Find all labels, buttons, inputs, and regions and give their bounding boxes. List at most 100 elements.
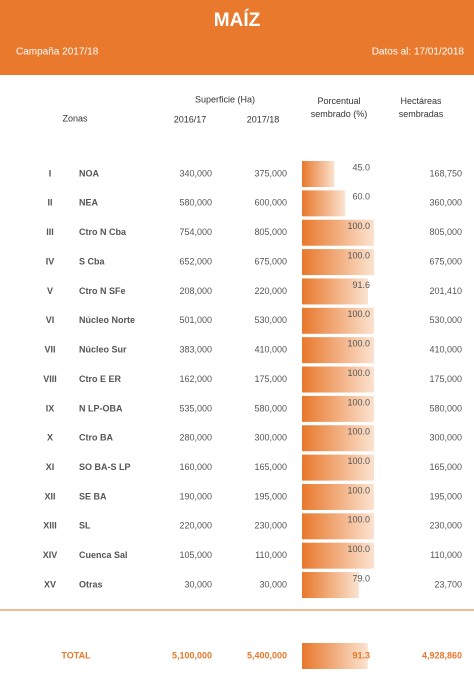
percent-label: 100.0 bbox=[347, 309, 370, 319]
cell: 195,000 bbox=[254, 491, 287, 501]
cell: 805,000 bbox=[429, 227, 462, 237]
cell: 230,000 bbox=[429, 521, 462, 531]
percent-bar bbox=[302, 161, 335, 187]
cell: 220,000 bbox=[179, 521, 212, 531]
cell: 190,000 bbox=[179, 491, 212, 501]
zone-id: VI bbox=[46, 315, 55, 325]
percent-bar bbox=[302, 542, 374, 569]
percent-bar bbox=[302, 572, 359, 599]
cell: 300,000 bbox=[429, 433, 462, 443]
zone-id: VII bbox=[44, 345, 55, 355]
cell: 110,000 bbox=[255, 550, 287, 560]
percent-label: 91.6 bbox=[352, 280, 370, 290]
cell: 280,000 bbox=[179, 433, 212, 443]
zone-id: XIII bbox=[43, 521, 57, 531]
zone-id: V bbox=[47, 286, 53, 296]
percent-label: 100.0 bbox=[347, 397, 370, 407]
cell: 162,000 bbox=[179, 374, 212, 384]
group-header: Superficie (Ha) bbox=[195, 94, 255, 104]
cell: 175,000 bbox=[429, 374, 462, 384]
zone-id: IX bbox=[46, 403, 55, 413]
zone-name: Cuenca Sal bbox=[79, 550, 128, 560]
percent-label: 100.0 bbox=[347, 485, 370, 495]
cell: 340,000 bbox=[179, 168, 212, 178]
cell: 165,000 bbox=[429, 462, 462, 472]
cell: 5,100,000 bbox=[172, 650, 212, 660]
percent-bar bbox=[302, 483, 374, 510]
cell: 675,000 bbox=[254, 256, 287, 266]
percent-bar bbox=[302, 249, 374, 276]
zone-name: N LP-OBA bbox=[79, 403, 123, 413]
cell: 230,000 bbox=[254, 521, 287, 531]
title: MAÍZ bbox=[214, 9, 261, 31]
percent-bar bbox=[302, 454, 374, 481]
percent-label: 91.3 bbox=[352, 650, 370, 660]
zone-id: XII bbox=[44, 491, 55, 501]
percent-label: 100.0 bbox=[347, 515, 370, 525]
cell: 501,000 bbox=[179, 315, 212, 325]
cell: 30,000 bbox=[259, 579, 287, 589]
cell: 195,000 bbox=[429, 491, 462, 501]
zone-id: III bbox=[46, 227, 54, 237]
cell: 201,410 bbox=[429, 286, 462, 296]
cell: 580,000 bbox=[254, 403, 287, 413]
cell: 652,000 bbox=[179, 256, 212, 266]
header-band bbox=[0, 0, 474, 75]
total-label: TOTAL bbox=[61, 650, 91, 660]
percent-label: 100.0 bbox=[347, 544, 370, 554]
cell: 4,928,860 bbox=[422, 650, 462, 660]
zone-id: XIV bbox=[43, 550, 58, 560]
percent-label: 100.0 bbox=[347, 250, 370, 260]
col-header-wrap: Porcentual sembrado (%) bbox=[310, 96, 368, 119]
percent-label: 100.0 bbox=[347, 339, 370, 349]
cell: 375,000 bbox=[254, 168, 287, 178]
zone-name: S Cba bbox=[79, 256, 106, 266]
percent-bar bbox=[302, 366, 374, 393]
zone-name: Otras bbox=[79, 579, 103, 589]
percent-bar bbox=[302, 278, 368, 305]
zone-id: IV bbox=[46, 256, 55, 266]
cell: 410,000 bbox=[429, 345, 462, 355]
cell: 5,400,000 bbox=[247, 650, 287, 660]
cell: 160,000 bbox=[179, 462, 212, 472]
col-header: Hectáreas sembradas bbox=[398, 96, 444, 119]
zone-id: X bbox=[47, 433, 53, 443]
cell: 208,000 bbox=[179, 286, 212, 296]
zone-name: SL bbox=[79, 521, 91, 531]
percent-label: 100.0 bbox=[347, 427, 370, 437]
zone-id: XI bbox=[46, 462, 55, 472]
percent-label: 100.0 bbox=[347, 456, 370, 466]
cell: 530,000 bbox=[429, 315, 462, 325]
cell: 23,700 bbox=[434, 579, 462, 589]
cell: 410,000 bbox=[254, 345, 287, 355]
percent-label: 100.0 bbox=[347, 221, 370, 231]
zone-name: Ctro N SFe bbox=[79, 286, 126, 296]
cell: 530,000 bbox=[254, 315, 287, 325]
percent-bar bbox=[302, 190, 346, 217]
zone-id: I bbox=[49, 168, 52, 178]
percent-label: 45.0 bbox=[352, 162, 370, 172]
col-header: 2016/17 bbox=[174, 114, 207, 124]
percent-bar bbox=[302, 513, 374, 540]
cell: 220,000 bbox=[254, 286, 287, 296]
percent-bar bbox=[302, 219, 374, 246]
cell: 580,000 bbox=[429, 403, 462, 413]
percent-bar bbox=[302, 307, 374, 334]
cell: 383,000 bbox=[179, 345, 212, 355]
zone-name: NEA bbox=[79, 198, 99, 208]
percent-bar bbox=[302, 643, 368, 669]
cell: 300,000 bbox=[254, 433, 287, 443]
cell: 600,000 bbox=[254, 198, 287, 208]
date: Datos al: 17/01/2018 bbox=[372, 47, 465, 58]
cell: 105,000 bbox=[179, 550, 212, 560]
percent-label: 60.0 bbox=[352, 192, 370, 202]
percent-bar bbox=[302, 395, 374, 422]
percent-bar bbox=[302, 425, 374, 452]
percent-label: 100.0 bbox=[347, 368, 370, 378]
cell: 30,000 bbox=[184, 579, 212, 589]
zone-id: XV bbox=[44, 579, 56, 589]
cell: 754,000 bbox=[179, 227, 212, 237]
col-header: Porcentual sembrado (%) bbox=[310, 96, 368, 119]
percent-label: 79.0 bbox=[352, 573, 370, 583]
